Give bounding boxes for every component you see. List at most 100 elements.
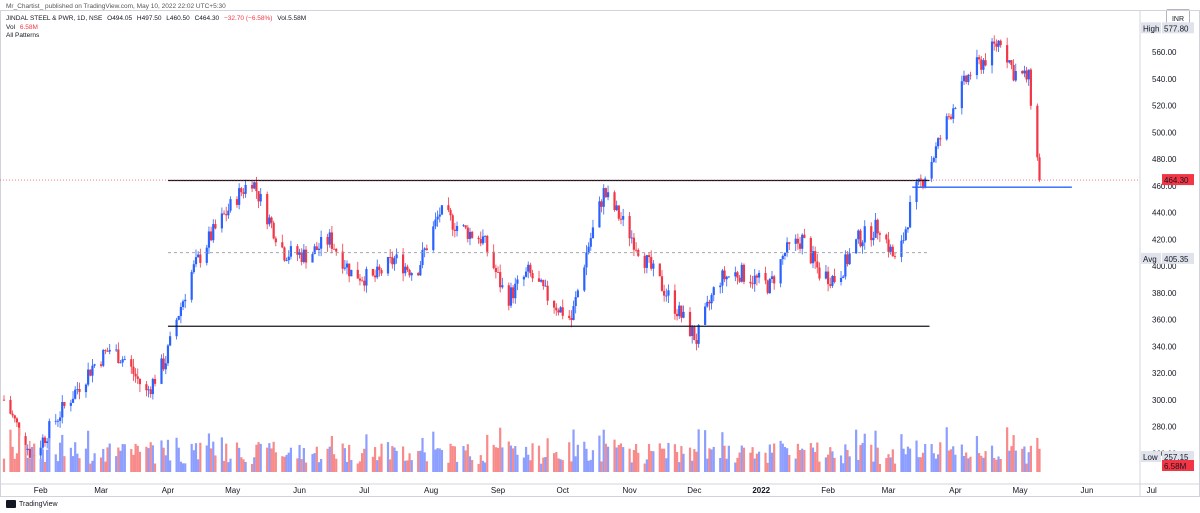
candle-body xyxy=(706,301,709,307)
volume-bar xyxy=(179,461,182,472)
candle-body xyxy=(736,272,739,278)
candle-body xyxy=(570,317,573,320)
volume-bar xyxy=(900,434,903,472)
candle-body xyxy=(755,275,758,278)
volume-bar xyxy=(680,446,683,472)
candle-body xyxy=(419,265,422,276)
candle-body xyxy=(28,448,31,458)
candle-body xyxy=(921,179,925,187)
volume-bar xyxy=(423,452,426,472)
candle-body xyxy=(939,138,942,140)
candle-body xyxy=(91,365,94,376)
candle-body xyxy=(328,232,331,245)
candle-body xyxy=(887,239,890,252)
y-tick-label: 560.00 xyxy=(1152,48,1177,57)
volume-bar xyxy=(522,457,526,472)
volume-bar xyxy=(798,449,802,472)
candle-body xyxy=(1010,60,1013,65)
x-tick-label: Aug xyxy=(424,486,438,495)
candle-body xyxy=(665,295,668,297)
volume-bar xyxy=(788,454,791,472)
volume-bar xyxy=(99,457,103,472)
low-marker-bg xyxy=(1162,451,1194,463)
candle-body xyxy=(721,270,724,286)
volume-bar xyxy=(471,460,474,472)
volume-bar xyxy=(585,448,588,472)
candle-body xyxy=(136,376,139,379)
volume-bar xyxy=(779,440,782,472)
candle-body xyxy=(604,188,607,198)
volume-bar xyxy=(839,455,843,472)
volume-bar xyxy=(134,443,137,472)
candle-body xyxy=(242,192,245,194)
high-marker-value: 577.80 xyxy=(1164,24,1189,33)
candle-body xyxy=(451,215,454,230)
volume-bar xyxy=(978,453,981,472)
volume-bar xyxy=(440,449,444,472)
candle-body xyxy=(386,256,390,274)
volume-bar xyxy=(628,448,631,472)
volume-bar xyxy=(803,449,806,472)
volume-bar xyxy=(425,461,428,472)
candle-body xyxy=(417,273,420,276)
candle-body xyxy=(900,240,903,258)
candle-body xyxy=(952,108,955,119)
candle-body xyxy=(583,267,586,291)
candle-body xyxy=(878,233,881,235)
candle-body xyxy=(1021,71,1024,74)
volume-bar xyxy=(801,448,804,472)
candle-body xyxy=(496,271,500,273)
volume-bar xyxy=(857,459,860,472)
volume-bar xyxy=(363,448,366,472)
candle-body xyxy=(650,257,653,269)
volume-bar xyxy=(727,445,730,472)
candle-body xyxy=(990,41,994,66)
candle-body xyxy=(826,271,830,285)
candle-body xyxy=(84,384,88,393)
volume-bar xyxy=(660,448,664,472)
candle-body xyxy=(984,60,987,66)
symbol-name[interactable]: JINDAL STEEL & PWR, 1D, NSE xyxy=(6,15,103,22)
volume-bar xyxy=(378,456,381,472)
volume-bar xyxy=(380,443,383,472)
candle-body xyxy=(153,378,157,384)
volume-marker-value: 6.58M xyxy=(1164,462,1187,471)
candle-body xyxy=(863,226,866,243)
candle-body xyxy=(225,214,228,216)
candle-body xyxy=(192,264,195,273)
candle-body xyxy=(647,255,651,258)
patterns-label[interactable]: All Patterns xyxy=(6,32,40,39)
volume-bar xyxy=(93,453,96,472)
candle-body xyxy=(628,216,631,239)
candle-body xyxy=(296,246,299,255)
candle-body xyxy=(749,281,752,284)
candle-body xyxy=(598,201,601,228)
volume-bar xyxy=(619,443,623,472)
candle-body xyxy=(814,251,817,262)
candle-body xyxy=(967,74,970,83)
candle-body xyxy=(244,184,247,194)
volume-bar xyxy=(816,442,819,472)
candle-body xyxy=(632,237,636,250)
volume-bar xyxy=(675,451,679,472)
candle-body xyxy=(738,277,741,282)
candle-body xyxy=(222,213,226,215)
volume-bar xyxy=(106,447,109,472)
volume-bar xyxy=(719,458,722,472)
x-tick-label: Mar xyxy=(882,486,896,495)
volume-bar xyxy=(320,458,323,472)
candle-body xyxy=(373,275,377,278)
volume-bar xyxy=(296,458,299,472)
volume-bar xyxy=(317,462,321,472)
volume-bar xyxy=(102,448,105,472)
volume-bar xyxy=(335,458,338,472)
volume-bar xyxy=(350,459,353,472)
volume-bar xyxy=(289,447,293,472)
volume-bar xyxy=(453,446,456,472)
volume-bar xyxy=(934,458,938,472)
candle-body xyxy=(406,266,409,271)
candle-body xyxy=(99,364,103,366)
volume-bar xyxy=(647,444,651,472)
footer: TradingView xyxy=(6,500,58,508)
